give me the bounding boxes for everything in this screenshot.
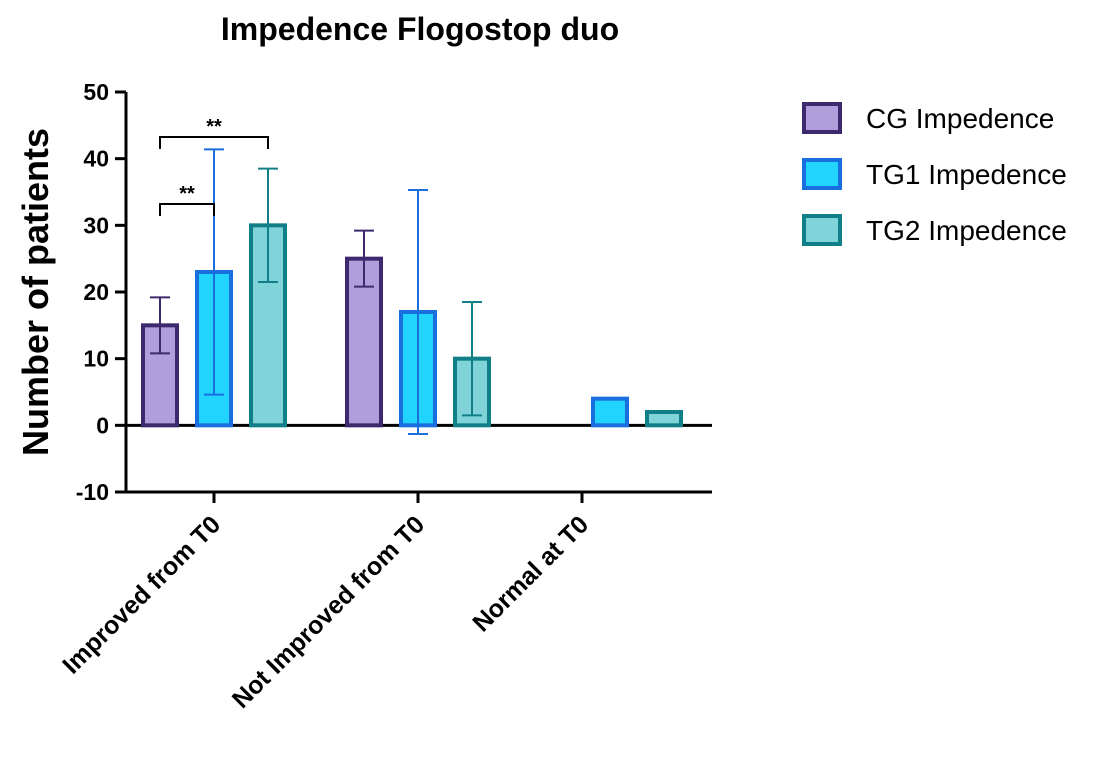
category-labels: Improved from T0 Not Improved from T0 Norm…: [57, 492, 594, 714]
y-tick-label: 30: [83, 212, 109, 238]
legend-label: TG2 Impedence: [866, 215, 1067, 246]
bar: [645, 410, 683, 428]
x-tick-label: Normal at T0: [467, 510, 594, 637]
bar: [591, 396, 629, 428]
y-tick-label: 0: [96, 412, 109, 438]
y-axis-label: Number of patients: [15, 128, 56, 456]
legend-swatch: [802, 102, 842, 134]
significance-brackets: ** **: [159, 116, 269, 216]
y-ticks: -10 0 10 20 30 40 50: [76, 79, 126, 505]
chart-title: Impedence Flogostop duo: [221, 11, 619, 47]
significance-bracket: [159, 136, 269, 149]
error-bars: [150, 148, 482, 435]
legend: CG Impedence TG1 Impedence TG2 Impedence: [802, 102, 1067, 246]
y-tick-label: 20: [83, 279, 109, 305]
y-tick-label: 10: [83, 346, 109, 372]
legend-label: TG1 Impedence: [866, 159, 1067, 190]
significance-bracket: [159, 203, 215, 216]
y-tick-label: 40: [83, 146, 109, 172]
significance-label: **: [206, 116, 222, 138]
y-tick-label: 50: [83, 79, 109, 105]
legend-swatch: [802, 214, 842, 246]
y-tick-label: -10: [76, 479, 109, 505]
legend-label: CG Impedence: [866, 103, 1054, 134]
x-tick-label: Not Improved from T0: [227, 510, 430, 713]
significance-label: **: [179, 183, 195, 205]
legend-swatch: [802, 158, 842, 190]
x-tick-label: Improved from T0: [57, 510, 226, 679]
